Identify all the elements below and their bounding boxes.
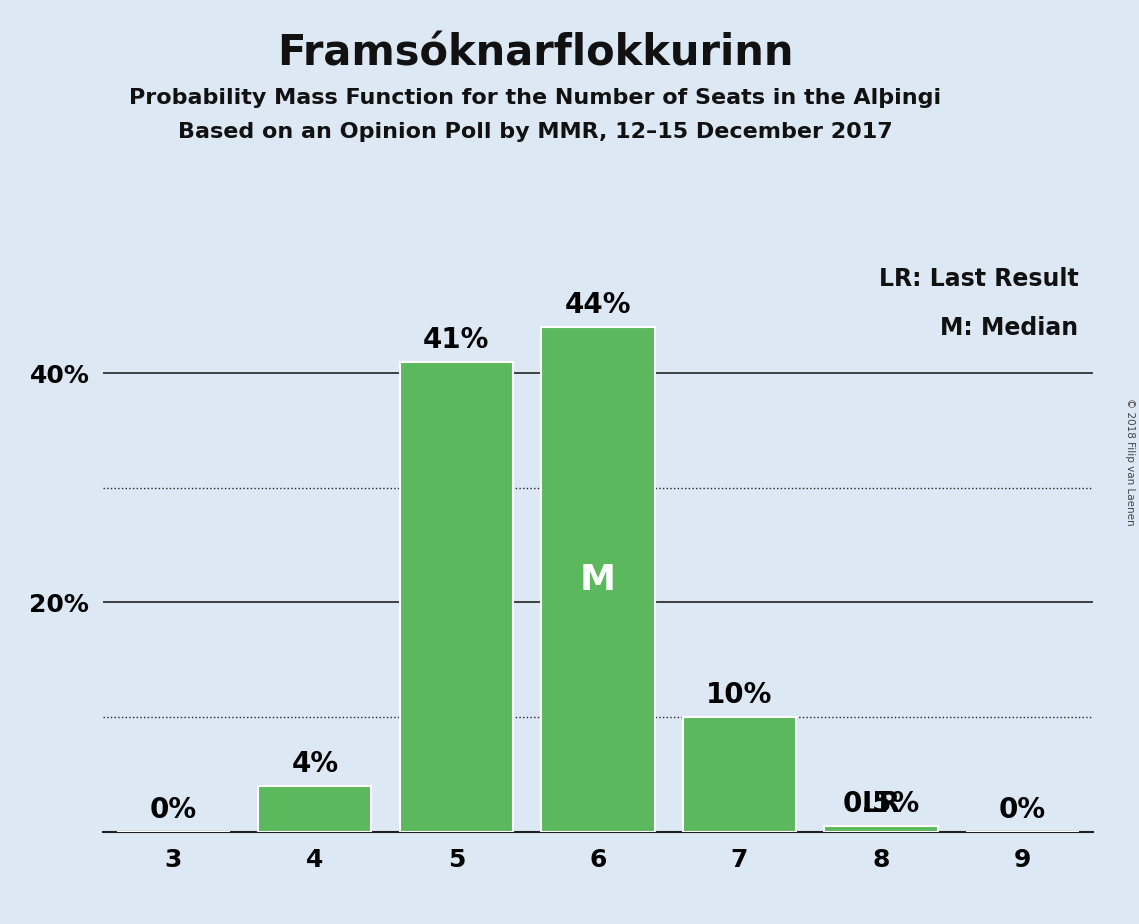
Text: 0%: 0%: [149, 796, 197, 823]
Text: 44%: 44%: [565, 291, 631, 320]
Bar: [825, 826, 937, 832]
Text: 10%: 10%: [706, 681, 772, 709]
Text: 0%: 0%: [999, 796, 1047, 823]
Bar: [259, 785, 371, 832]
Text: Probability Mass Function for the Number of Seats in the Alþingi: Probability Mass Function for the Number…: [129, 88, 942, 108]
Text: 0.5%: 0.5%: [843, 790, 919, 818]
Bar: [541, 327, 655, 832]
Text: Based on an Opinion Poll by MMR, 12–15 December 2017: Based on an Opinion Poll by MMR, 12–15 D…: [178, 122, 893, 142]
Text: M: M: [580, 563, 616, 597]
Text: 4%: 4%: [292, 749, 338, 778]
Text: M: Median: M: Median: [941, 316, 1079, 340]
Text: LR: LR: [861, 790, 901, 818]
Bar: [683, 717, 796, 832]
Bar: [400, 362, 513, 832]
Text: 41%: 41%: [424, 326, 490, 354]
Text: © 2018 Filip van Laenen: © 2018 Filip van Laenen: [1125, 398, 1134, 526]
Text: Framsóknarflokkurinn: Framsóknarflokkurinn: [277, 32, 794, 74]
Text: LR: Last Result: LR: Last Result: [879, 267, 1079, 291]
